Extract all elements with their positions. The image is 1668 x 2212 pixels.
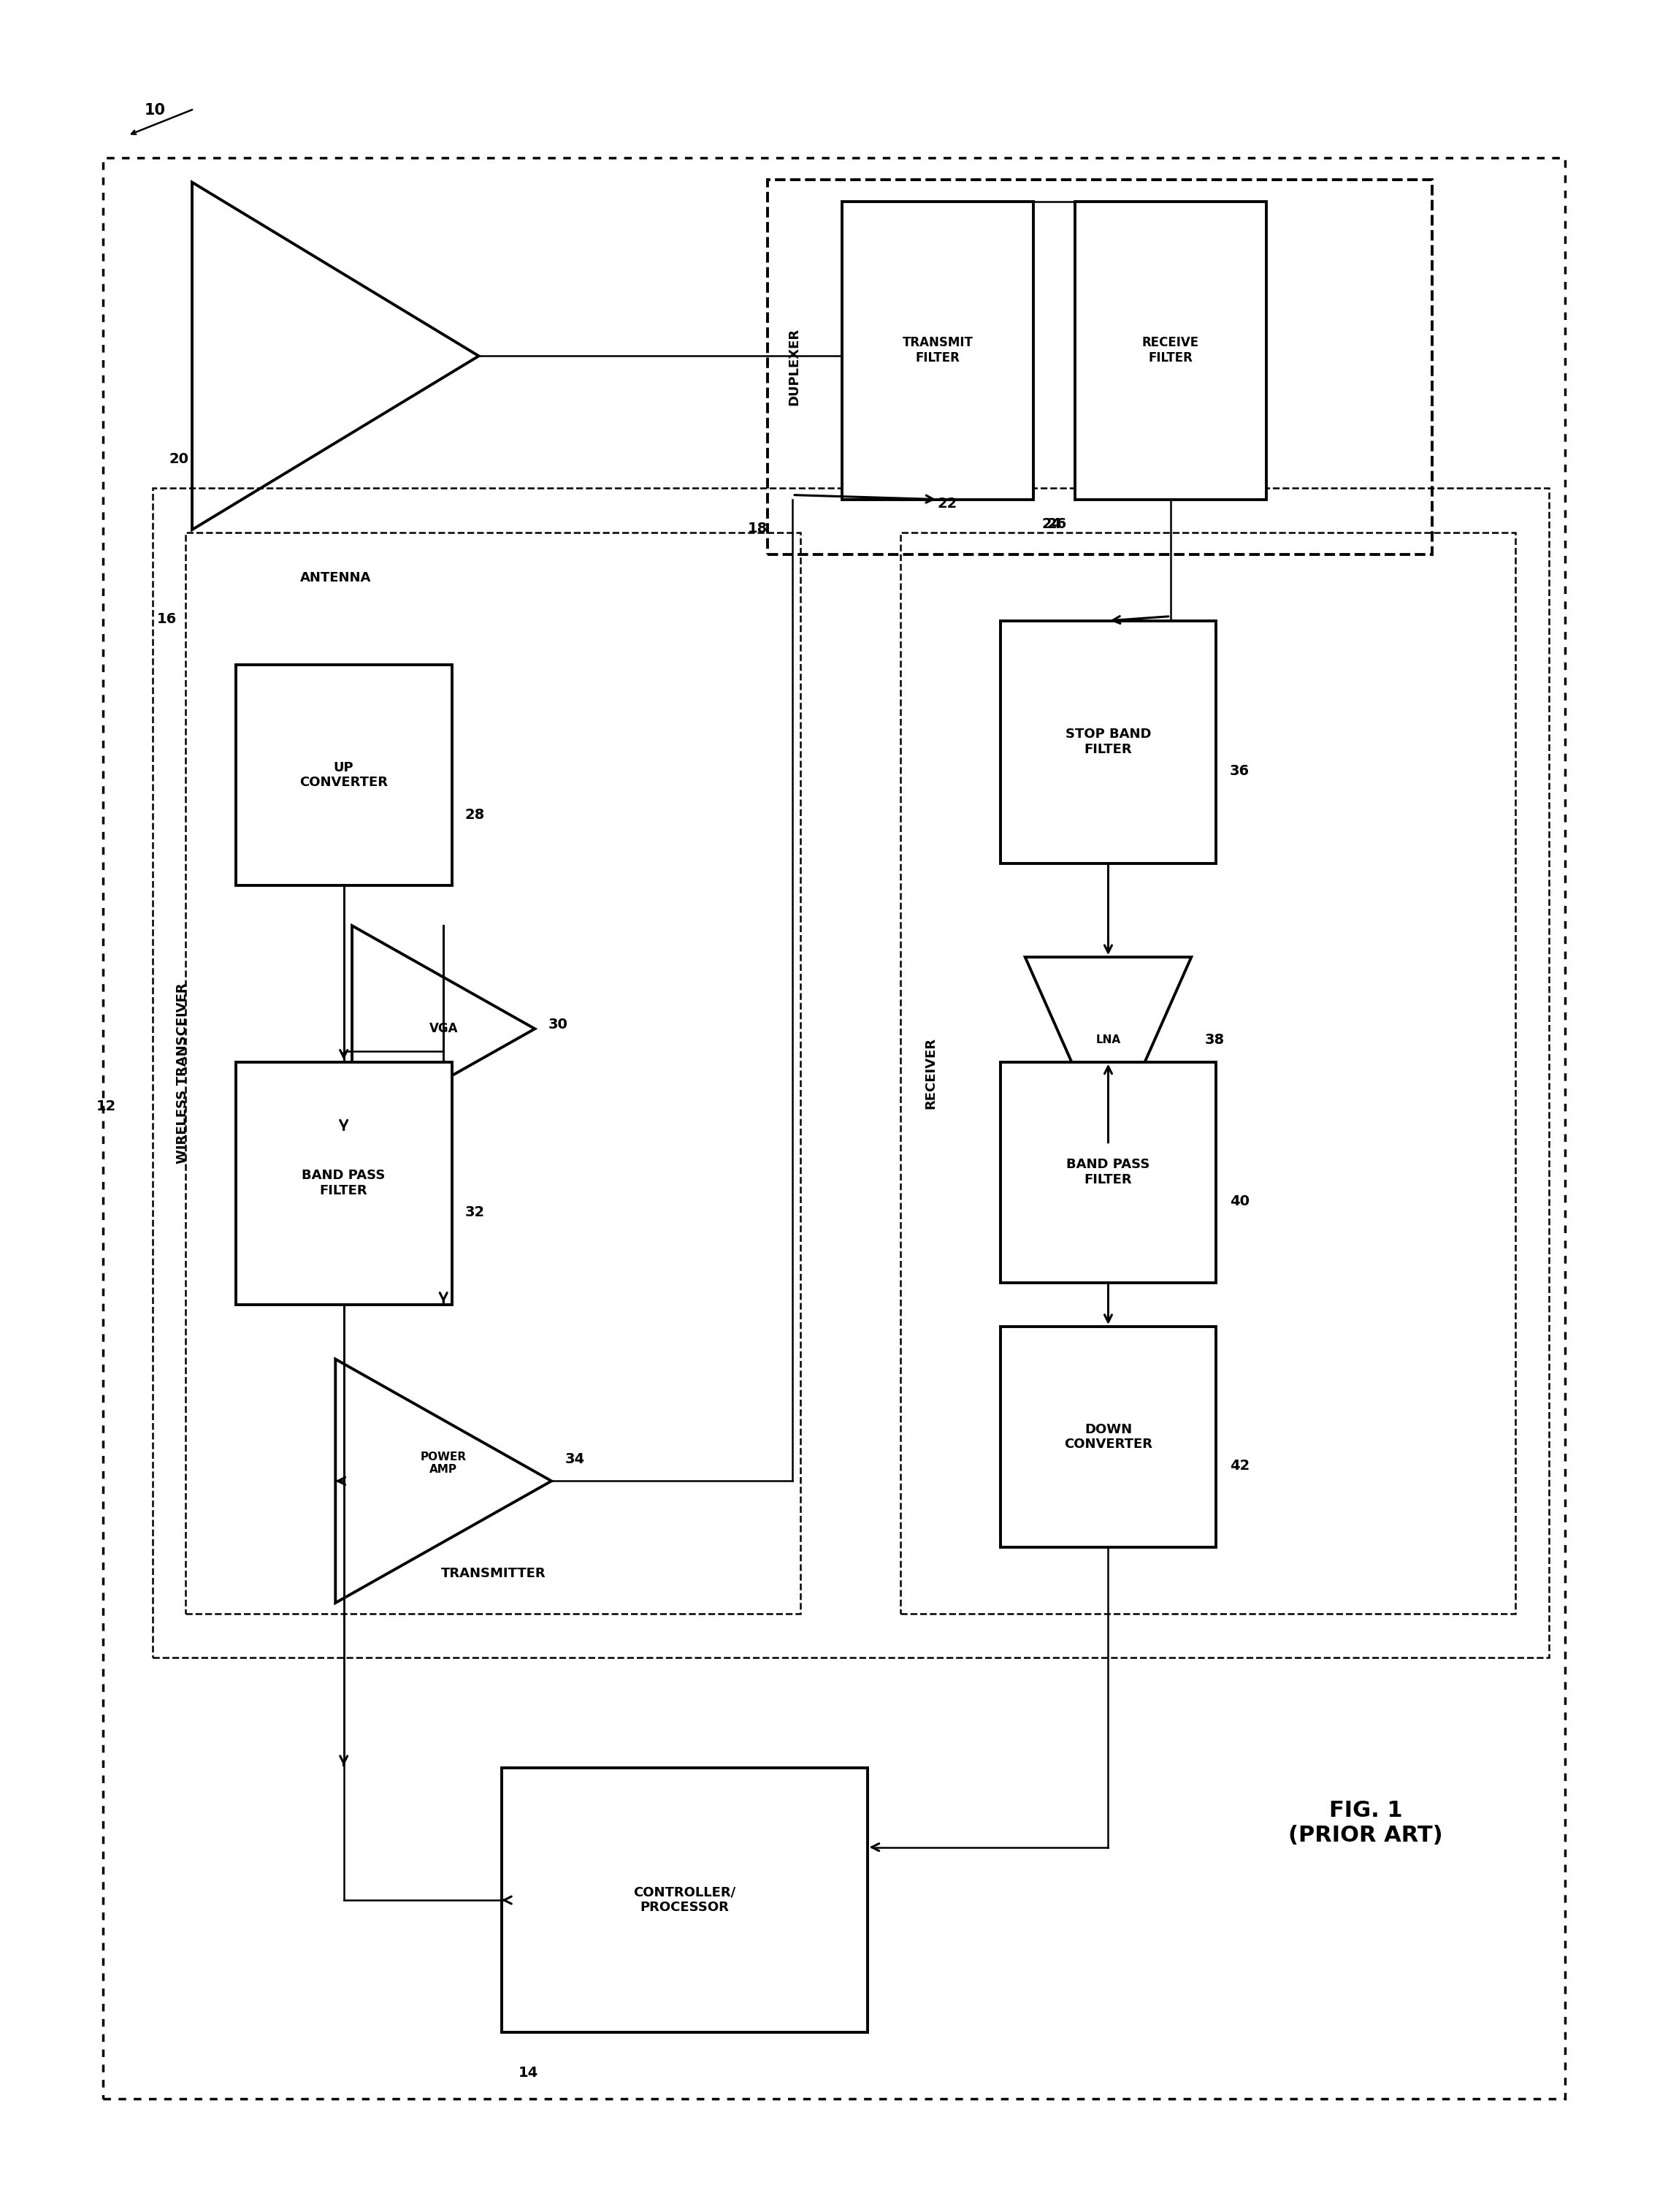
- Bar: [1001, 1062, 1216, 1283]
- Text: UP
CONVERTER: UP CONVERTER: [300, 761, 389, 790]
- Text: CONTROLLER/
PROCESSOR: CONTROLLER/ PROCESSOR: [634, 1887, 736, 1913]
- Bar: [152, 489, 1548, 1657]
- Bar: [185, 533, 801, 1613]
- Text: STOP BAND
FILTER: STOP BAND FILTER: [1066, 728, 1151, 757]
- Bar: [103, 157, 1565, 2099]
- Text: LNA: LNA: [1096, 1035, 1121, 1046]
- Text: 30: 30: [549, 1018, 567, 1031]
- Text: 32: 32: [465, 1206, 485, 1219]
- Text: 22: 22: [937, 495, 957, 511]
- Bar: [1074, 201, 1266, 500]
- Text: RECEIVE
FILTER: RECEIVE FILTER: [1143, 336, 1199, 365]
- Text: RECEIVER: RECEIVER: [924, 1037, 937, 1108]
- Bar: [502, 1767, 867, 2033]
- Bar: [1001, 622, 1216, 863]
- Text: TRANSMIT
FILTER: TRANSMIT FILTER: [902, 336, 972, 365]
- Text: 12: 12: [97, 1099, 117, 1113]
- Text: 20: 20: [168, 453, 188, 467]
- Text: TRANSMITTER: TRANSMITTER: [440, 1566, 545, 1579]
- Bar: [842, 201, 1034, 500]
- Text: WIRELESS TRANSCEIVER: WIRELESS TRANSCEIVER: [175, 982, 188, 1164]
- Text: 42: 42: [1229, 1460, 1249, 1473]
- Text: 16: 16: [157, 613, 177, 626]
- Text: 36: 36: [1229, 763, 1249, 779]
- Text: 38: 38: [1204, 1033, 1224, 1046]
- Bar: [235, 666, 452, 885]
- Text: 26: 26: [1048, 518, 1066, 531]
- Text: 10: 10: [145, 104, 165, 117]
- Text: FIG. 1
(PRIOR ART): FIG. 1 (PRIOR ART): [1289, 1801, 1443, 1845]
- Bar: [235, 1062, 452, 1305]
- Text: 24: 24: [1042, 518, 1061, 531]
- Text: ANTENNA: ANTENNA: [300, 571, 370, 584]
- Text: 28: 28: [465, 807, 485, 823]
- Text: POWER
AMP: POWER AMP: [420, 1451, 467, 1475]
- Text: BAND PASS
FILTER: BAND PASS FILTER: [1066, 1159, 1149, 1186]
- Text: DUPLEXER: DUPLEXER: [787, 327, 801, 405]
- Text: 40: 40: [1229, 1194, 1249, 1208]
- Text: VGA: VGA: [429, 1022, 459, 1035]
- Text: 14: 14: [519, 2066, 539, 2079]
- Text: DOWN
CONVERTER: DOWN CONVERTER: [1064, 1422, 1153, 1451]
- Text: 34: 34: [565, 1451, 584, 1467]
- Bar: [901, 533, 1516, 1613]
- Text: BAND PASS
FILTER: BAND PASS FILTER: [302, 1168, 385, 1197]
- Bar: [1001, 1327, 1216, 1546]
- Text: 18: 18: [747, 522, 767, 535]
- Bar: [767, 179, 1433, 555]
